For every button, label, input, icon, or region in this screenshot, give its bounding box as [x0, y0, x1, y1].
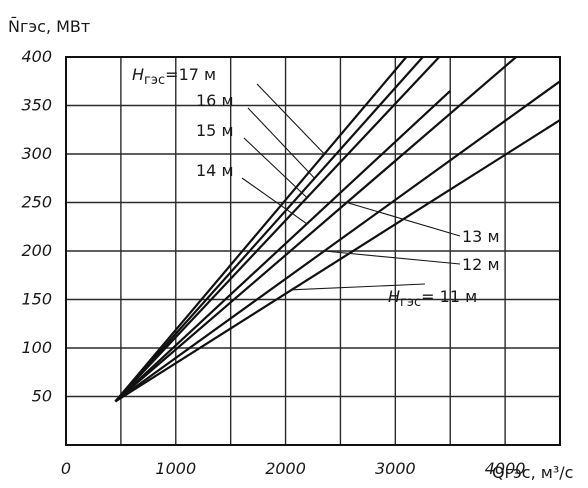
annotation-leader-h15 [243, 137, 308, 199]
annotation-label-h11: Hгэс= 11 м [388, 287, 477, 310]
annotation-leader-h12 [324, 250, 461, 265]
y-tick-label: 150 [21, 290, 52, 309]
x-tick-label: 1000 [155, 459, 196, 478]
tick-labels: 0 1000 2000 3000 4000 50 100 150 200 250 300 350 400 [21, 47, 525, 478]
annotation-label-h14: 14 м [196, 161, 234, 180]
series-line-16-м [114, 56, 424, 403]
annotation-label-h17: Hгэс=17 м [132, 65, 216, 88]
annotation-label-h13: 13 м [462, 227, 500, 246]
series-line-12-м [114, 80, 561, 403]
y-tick-label: 400 [21, 47, 52, 66]
series-line-15-м [114, 56, 441, 403]
y-tick-label: 50 [32, 387, 52, 406]
x-tick-label: 4000 [485, 459, 526, 478]
y-tick-label: 250 [21, 193, 52, 212]
annotation-leader-h16 [247, 107, 315, 179]
series-line-14-м [114, 90, 451, 403]
y-tick-label: 100 [21, 338, 52, 357]
y-tick-label: 350 [21, 96, 52, 115]
series-line-11-м [114, 119, 561, 403]
y-tick-label: 300 [21, 144, 52, 163]
annotation-label-h16: 16 м [196, 91, 234, 110]
grid [65, 56, 561, 446]
x-tick-label: 0 [61, 459, 71, 478]
annotation-leader-h13 [346, 201, 461, 237]
annotation-leader-h14 [241, 177, 308, 225]
x-axis-title: Qгэс, м³/с [492, 463, 573, 482]
annotation-label-h12: 12 м [462, 255, 500, 274]
series-line-17-м [114, 56, 408, 403]
series-line-13-м [114, 56, 517, 403]
plot-frame [65, 56, 561, 446]
y-tick-label: 200 [21, 241, 52, 260]
annotation-leader-h17 [256, 83, 325, 155]
annotation-label-h15: 15 м [196, 121, 234, 140]
x-tick-label: 3000 [375, 459, 416, 478]
y-axis-title: N̄гэс, МВт [8, 17, 90, 36]
series-annotations: Hгэс=17 м 16 м 15 м 14 м 13 м 12 м Hгэс= 11 м [132, 65, 500, 310]
series-lines [114, 56, 561, 403]
x-tick-label: 2000 [265, 459, 306, 478]
annotation-leader-h11 [291, 283, 426, 291]
